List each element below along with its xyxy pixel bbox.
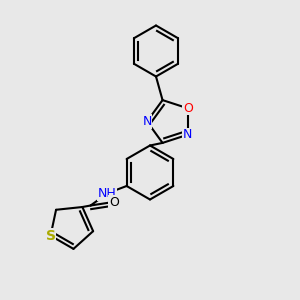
Text: O: O [109, 196, 119, 209]
Text: NH: NH [98, 187, 116, 200]
Text: N: N [183, 128, 192, 141]
Text: N: N [142, 115, 152, 128]
Text: O: O [183, 102, 193, 115]
Text: S: S [46, 229, 56, 243]
